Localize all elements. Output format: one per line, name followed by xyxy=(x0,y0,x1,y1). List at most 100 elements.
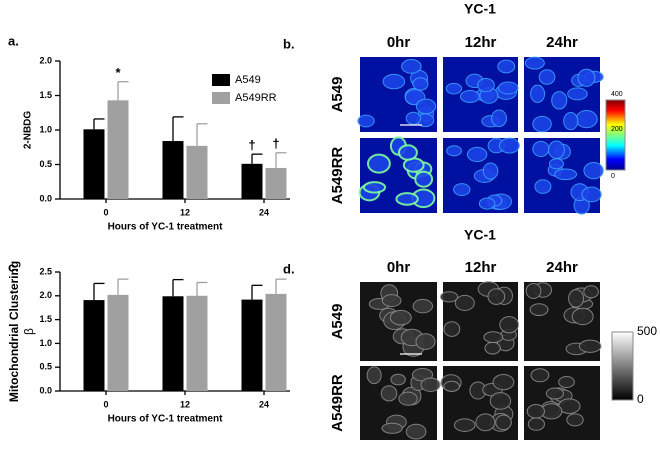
cell xyxy=(558,376,575,388)
cell xyxy=(534,179,552,194)
cell xyxy=(527,417,545,431)
cell xyxy=(529,303,549,317)
cell xyxy=(382,73,406,90)
cell xyxy=(583,162,604,180)
cell xyxy=(532,115,552,133)
colorbar xyxy=(605,99,626,171)
cell xyxy=(567,87,588,101)
panel-label: b. xyxy=(283,36,295,51)
cell xyxy=(381,422,403,434)
annotation: * xyxy=(115,65,121,80)
cell xyxy=(454,294,475,311)
cell xyxy=(526,403,545,419)
cell xyxy=(532,140,550,158)
cell xyxy=(571,307,594,326)
bar xyxy=(186,295,208,391)
panel-label: a. xyxy=(8,33,19,48)
y-tick-label: 0.0 xyxy=(39,385,52,395)
cell xyxy=(545,387,565,400)
cell xyxy=(491,109,508,128)
cell xyxy=(495,414,512,431)
colorbar-tick-label: 0 xyxy=(637,392,644,406)
cell xyxy=(575,109,598,129)
cell xyxy=(366,366,382,385)
y-axis-label: Mitochondrial Clustering xyxy=(7,261,21,402)
x-tick-label: 0 xyxy=(103,399,108,409)
cell xyxy=(525,282,542,299)
y-axis-label: 2-NBDG xyxy=(23,111,34,150)
cell xyxy=(578,339,602,353)
annotation: † xyxy=(248,138,255,153)
cell xyxy=(443,321,461,337)
cell xyxy=(477,78,495,93)
y-tick-label: 2.0 xyxy=(39,55,52,65)
cell xyxy=(366,153,391,174)
annotation: † xyxy=(272,136,279,151)
cell xyxy=(566,413,584,427)
bar xyxy=(107,294,129,391)
cell xyxy=(487,288,506,305)
cell xyxy=(357,114,375,128)
row-label: A549RR xyxy=(329,147,346,205)
colorbar xyxy=(611,331,634,401)
cell xyxy=(420,377,441,392)
cell xyxy=(499,316,520,334)
cell xyxy=(405,423,427,440)
cell xyxy=(568,289,585,308)
y-tick-label: 2.0 xyxy=(39,290,52,300)
cell xyxy=(443,380,460,392)
cell xyxy=(484,341,501,355)
bar xyxy=(83,129,105,199)
cell xyxy=(412,298,434,314)
cell xyxy=(389,309,412,326)
row-label: A549RR xyxy=(329,374,346,432)
cell xyxy=(453,183,471,196)
cell xyxy=(554,168,578,181)
legend-swatch xyxy=(212,74,230,86)
cell xyxy=(548,158,564,170)
bar xyxy=(241,163,263,199)
row-label: A549 xyxy=(329,304,346,340)
x-tick-label: 12 xyxy=(180,399,190,409)
colorbar-tick-label: 200 xyxy=(611,126,623,133)
cell xyxy=(415,333,436,350)
bar xyxy=(186,145,208,199)
colorbar-tick-label: 500 xyxy=(637,324,657,338)
cell xyxy=(405,111,422,125)
cell xyxy=(581,186,602,203)
column-label: 0hr xyxy=(387,259,411,276)
y-tick-label: 1.0 xyxy=(39,338,52,348)
cell xyxy=(538,69,556,85)
legend-label: A549RR xyxy=(235,92,277,104)
cell xyxy=(380,385,398,402)
legend-swatch xyxy=(212,92,230,104)
cell xyxy=(497,81,519,95)
panel-title: YC-1 xyxy=(464,227,496,243)
cell xyxy=(548,140,565,159)
cell xyxy=(414,170,434,188)
cell xyxy=(583,285,599,299)
cell xyxy=(397,144,418,161)
cell xyxy=(362,181,387,194)
cell xyxy=(401,59,422,74)
row-label: A549 xyxy=(329,77,346,113)
x-tick-label: 24 xyxy=(259,399,269,409)
cell xyxy=(497,59,516,74)
cell xyxy=(524,56,545,70)
cell xyxy=(439,291,459,303)
cell xyxy=(381,294,402,307)
y-axis-label: β xyxy=(22,328,36,335)
bar xyxy=(83,300,105,391)
cell xyxy=(415,98,437,115)
cell xyxy=(398,391,418,406)
column-label: 24hr xyxy=(546,259,578,276)
legend-label: A549 xyxy=(235,74,261,86)
bar xyxy=(241,299,263,391)
bar xyxy=(162,141,184,199)
column-label: 24hr xyxy=(546,34,578,51)
panel-label: c. xyxy=(8,259,19,274)
y-tick-label: 1.5 xyxy=(39,314,52,324)
x-tick-label: 0 xyxy=(103,207,108,217)
cell xyxy=(466,146,488,163)
